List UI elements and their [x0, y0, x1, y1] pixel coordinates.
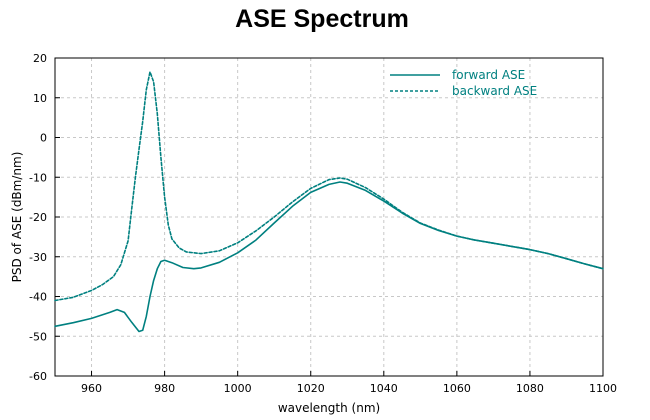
x-tick-label: 1060	[443, 382, 471, 395]
y-tick-label: -20	[29, 211, 47, 224]
y-axis-label: PSD of ASE (dBm/nm)	[10, 152, 24, 283]
legend-label: backward ASE	[452, 84, 537, 98]
series-lines	[54, 71, 604, 333]
x-tick-label: 1080	[516, 382, 544, 395]
x-tick-label: 960	[81, 382, 102, 395]
x-tick-label: 1000	[224, 382, 252, 395]
y-tick-label: 20	[33, 52, 47, 65]
y-tick-label: 10	[33, 92, 47, 105]
y-tick-label: -40	[29, 291, 47, 304]
axis-ticks: 960 980 1000 1020 1040 1060 1080 1100-60-50-40-…	[29, 52, 617, 395]
chart-title: ASE Spectrum	[235, 5, 409, 33]
y-tick-label: -30	[29, 251, 47, 264]
x-tick-label: 980	[154, 382, 175, 395]
x-tick-label: 1020	[297, 382, 325, 395]
legend-label: forward ASE	[452, 68, 525, 82]
series-line-forward	[54, 181, 604, 333]
y-tick-label: 0	[40, 132, 47, 145]
y-tick-label: -50	[29, 330, 47, 343]
x-axis-label: wavelength (nm)	[278, 401, 380, 415]
y-tick-label: -10	[29, 171, 47, 184]
y-tick-label: -60	[29, 370, 47, 383]
x-tick-label: 1100	[589, 382, 617, 395]
series-line-backward	[54, 71, 604, 302]
legend: forward ASE backward ASE	[390, 68, 537, 98]
grid-lines	[55, 58, 603, 376]
x-tick-label: 1040	[370, 382, 398, 395]
